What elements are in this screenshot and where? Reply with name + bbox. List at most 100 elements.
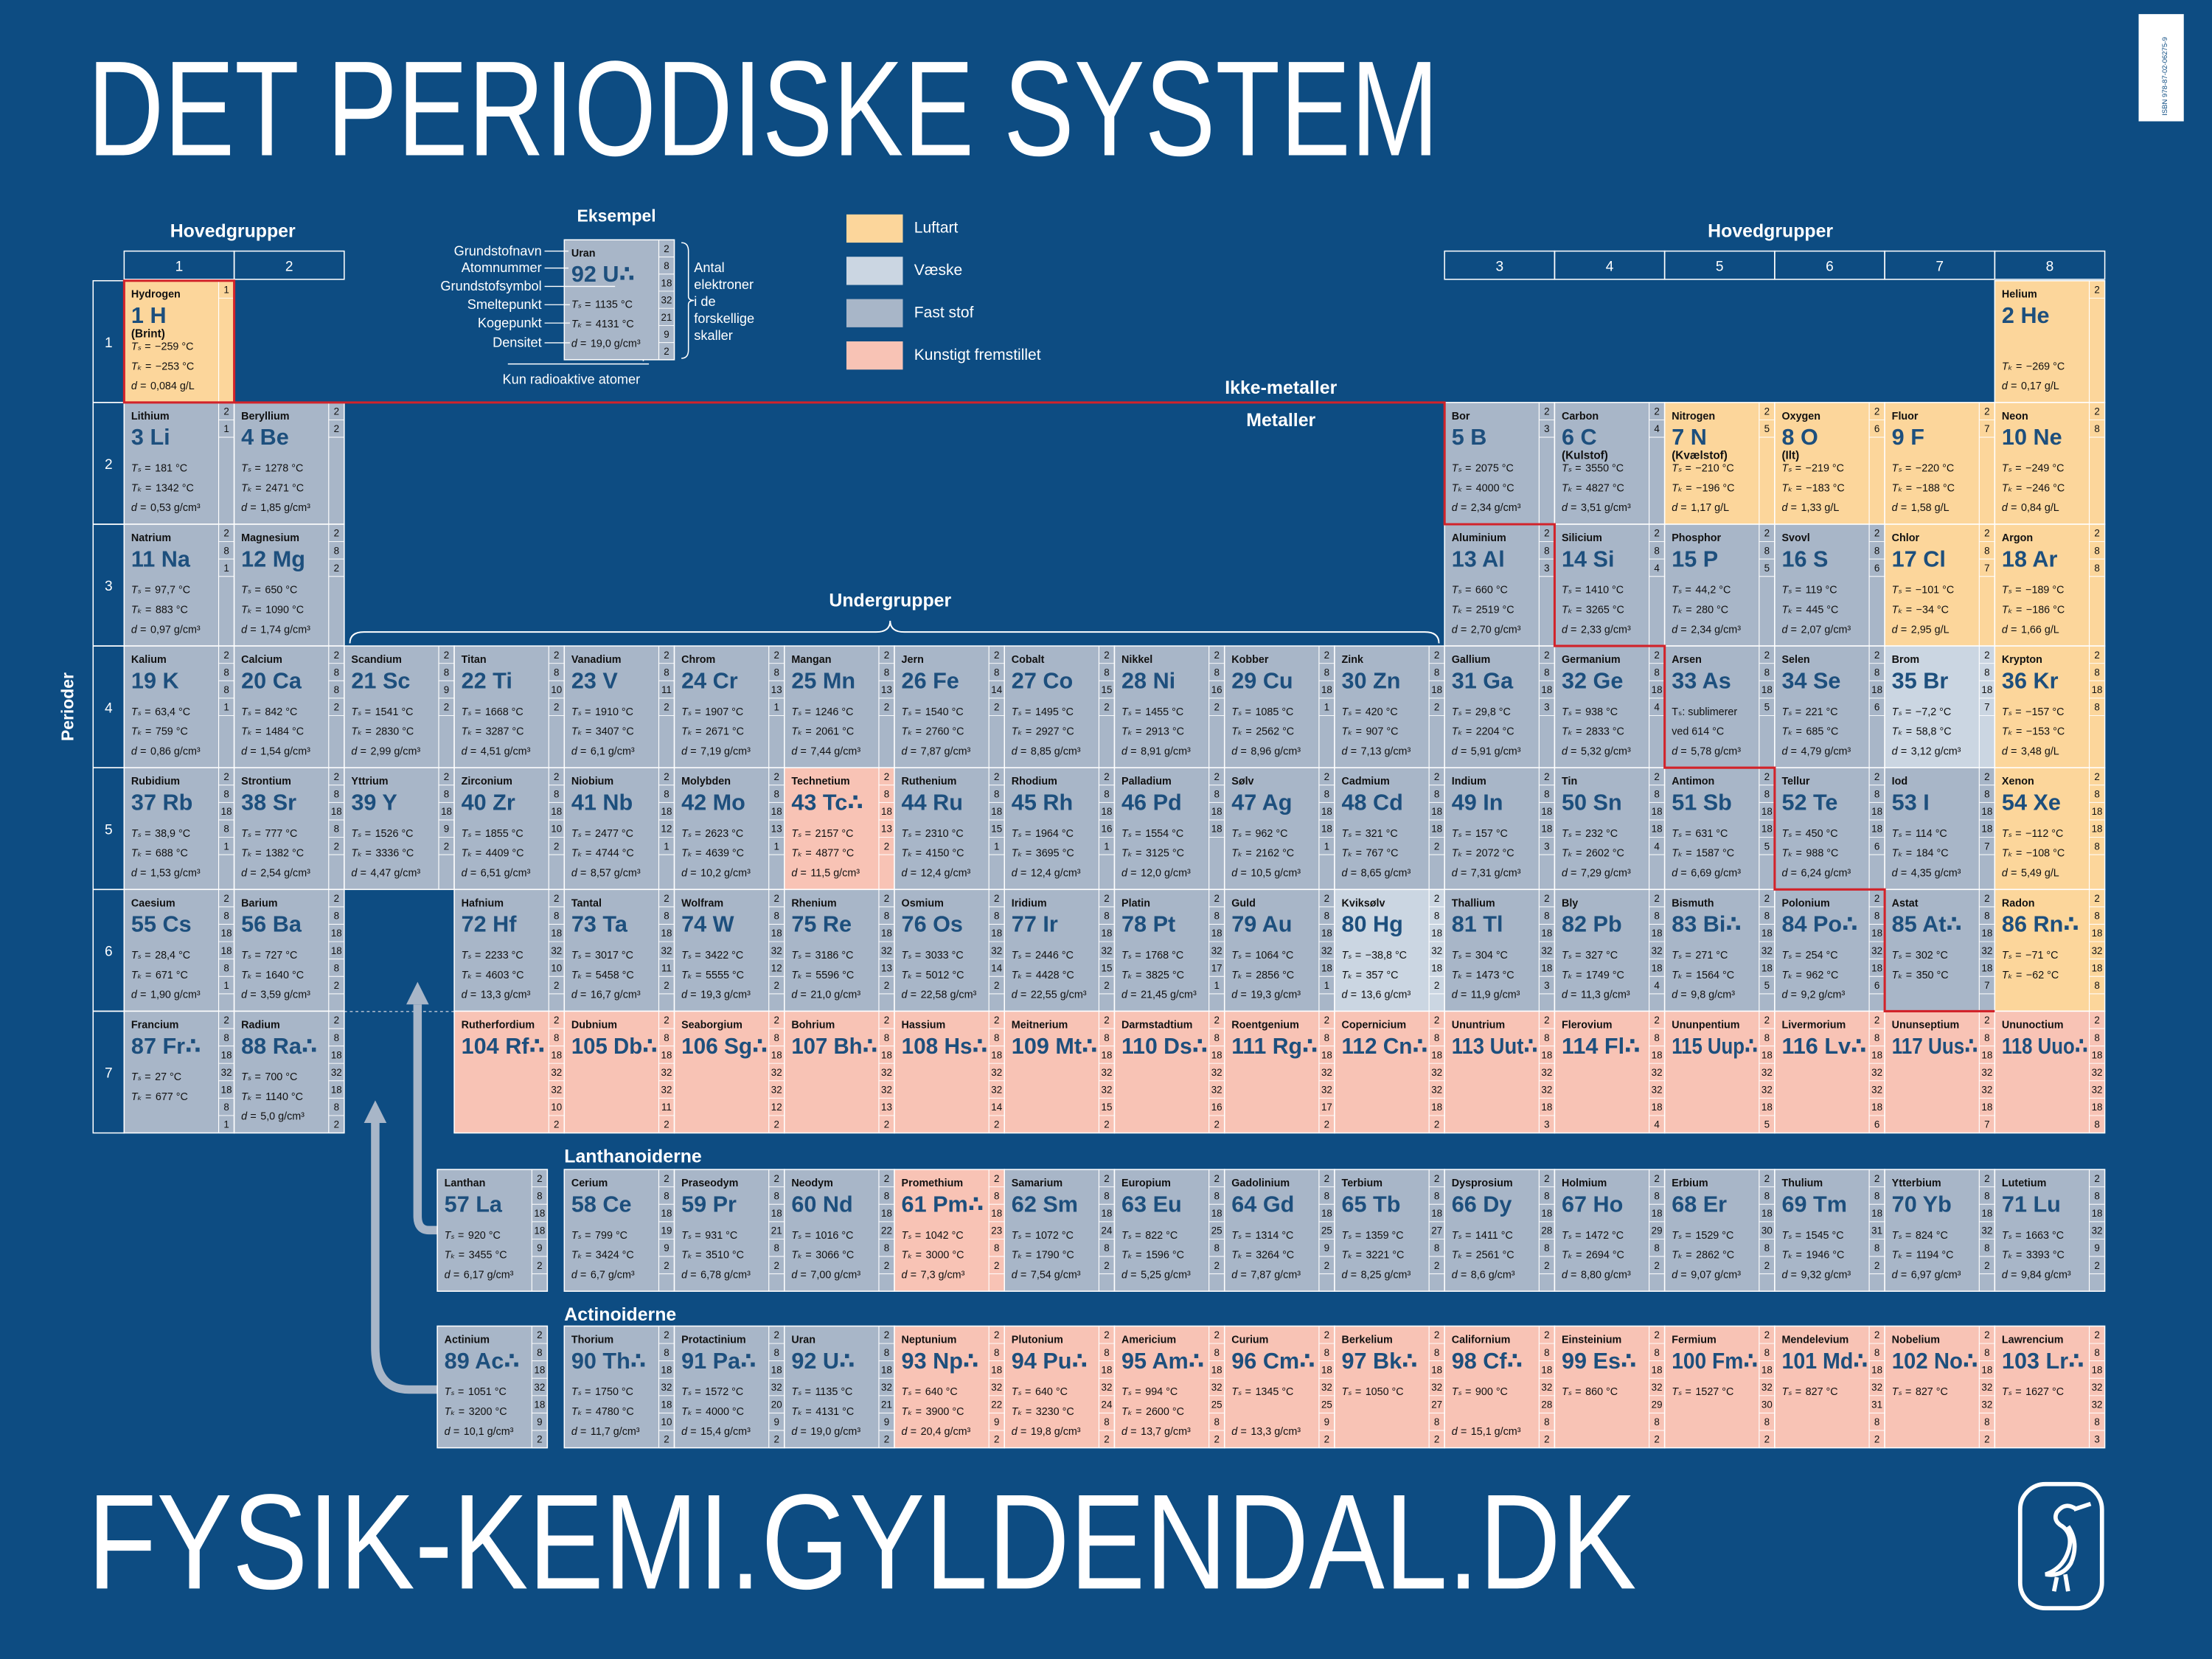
- electron-shell: 8: [2094, 789, 2099, 800]
- property-prefix: d =: [462, 990, 476, 1001]
- electron-shell: 2: [1544, 406, 1549, 417]
- element-name: Uran: [571, 248, 596, 260]
- electron-shell: 8: [1654, 667, 1659, 678]
- element-property: d = 8,80 g/cm³: [1562, 1269, 1631, 1281]
- property-prefix: Tₛ =: [1672, 585, 1691, 597]
- property-value: 1,33 g/L: [1801, 502, 1840, 514]
- electron-shell: 8: [664, 1190, 669, 1201]
- electron-shell: 1: [774, 841, 779, 852]
- property-value: 1382 °C: [265, 848, 304, 860]
- property-prefix: Tₖ =: [571, 970, 591, 981]
- electron-shell: 10: [551, 684, 562, 695]
- cell-background: [1774, 888, 1885, 1012]
- property-prefix: Tₛ =: [1342, 706, 1361, 718]
- electron-shell: 18: [1431, 684, 1442, 695]
- electron-shell: 2: [994, 1434, 999, 1445]
- property-value: 1135 °C: [595, 299, 633, 311]
- electron-shell: 8: [334, 545, 339, 556]
- sub-groups-brace: [349, 620, 1440, 644]
- electron-shell: 2: [2094, 1015, 2099, 1026]
- example-part-label: Densitet: [493, 335, 542, 350]
- element-property: Tₛ = 97,7 °C: [131, 585, 190, 597]
- electron-shell: 32: [771, 1085, 782, 1096]
- element-name: Gadolinium: [1231, 1178, 1290, 1189]
- element-property: Tₛ = 2233 °C: [462, 950, 524, 961]
- element-property: Tₛ = 114 °C: [1892, 828, 1947, 840]
- element-symbol: 70 Yb: [1892, 1192, 1952, 1217]
- property-value: 19,0 g/cm³: [591, 338, 641, 349]
- element-property: Tₛ = 1545 °C: [1781, 1230, 1843, 1242]
- electron-shell: 32: [2092, 1085, 2103, 1096]
- element-property: Tₖ = 3221 °C: [1342, 1250, 1405, 1262]
- electron-shell: 18: [1211, 824, 1222, 835]
- property-prefix: d =: [131, 868, 146, 880]
- electron-shell: 7: [1984, 980, 1989, 991]
- element-symbol: 2 He: [2002, 303, 2050, 328]
- element-property: Tₛ = 994 °C: [1121, 1386, 1178, 1398]
- property-value: 1064 °C: [1255, 950, 1293, 961]
- electron-shell: 8: [1874, 911, 1879, 922]
- element-symbol: 110 Ds∴: [1121, 1034, 1208, 1059]
- electron-shell: 18: [1541, 806, 1552, 817]
- element-common-name: (Brint): [131, 327, 165, 340]
- element-name: Tin: [1562, 776, 1577, 787]
- property-prefix: Tₖ =: [241, 482, 261, 494]
- electron-shell: 8: [223, 824, 229, 835]
- element-symbol: 36 Kr: [2002, 668, 2059, 693]
- electron-shell: 2: [1324, 650, 1329, 661]
- electron-shell: 2: [444, 650, 449, 661]
- example-shells-note: skaller: [694, 328, 732, 343]
- element-name: Platin: [1121, 897, 1150, 909]
- electron-shell: 9: [444, 824, 449, 835]
- cell-background: [894, 1169, 1006, 1292]
- property-value: 114 °C: [1916, 828, 1947, 840]
- property-prefix: Tₛ =: [1892, 463, 1911, 475]
- element-symbol: 114 Fl∴: [1562, 1034, 1640, 1059]
- property-prefix: d =: [241, 502, 256, 514]
- property-prefix: Tₛ =: [571, 706, 591, 718]
- electron-shell: 2: [1984, 528, 1989, 539]
- property-value: 6,97 g/cm³: [1911, 1269, 1961, 1281]
- element-property: Tₖ = 2061 °C: [791, 726, 854, 738]
- property-prefix: Tₛ =: [445, 1230, 464, 1242]
- property-prefix: Tₖ =: [2002, 482, 2022, 494]
- property-value: 860 °C: [1585, 1386, 1618, 1398]
- property-prefix: Tₛ =: [1672, 950, 1691, 961]
- period-number: 4: [105, 700, 113, 716]
- cell-background: [437, 1169, 549, 1292]
- element-symbol: 107 Bh∴: [791, 1034, 877, 1059]
- property-value: 1016 °C: [815, 1230, 854, 1242]
- element-property: d = 11,7 g/cm³: [571, 1426, 640, 1438]
- element-symbol: 9 F: [1892, 425, 1924, 450]
- electron-shell: 18: [1431, 824, 1442, 835]
- element-property: Tₛ = 1554 °C: [1121, 828, 1183, 840]
- example-brace: [681, 242, 695, 359]
- property-value: 660 °C: [1475, 585, 1508, 597]
- electron-shell: 32: [1321, 1085, 1332, 1096]
- property-value: 1314 °C: [1255, 1230, 1293, 1242]
- property-prefix: Tₖ =: [2002, 726, 2022, 738]
- property-value: 1790 °C: [1036, 1250, 1074, 1262]
- property-prefix: Tₛ =: [1781, 1230, 1801, 1242]
- property-prefix: d =: [1231, 745, 1246, 757]
- property-prefix: Tₖ =: [462, 726, 481, 738]
- element-property: d = 2,33 g/cm³: [1562, 624, 1631, 636]
- property-value: 1,85 g/cm³: [260, 502, 310, 514]
- property-value: 1910 °C: [595, 706, 633, 718]
- element-property: Tₛ = 1529 °C: [1672, 1230, 1733, 1242]
- cell-background: [894, 645, 1006, 768]
- electron-shell: 18: [1981, 928, 1992, 939]
- electron-shell: 8: [1324, 1032, 1329, 1043]
- property-value: 13,3 g/cm³: [481, 990, 531, 1001]
- property-prefix: Tₖ =: [241, 848, 261, 860]
- element-symbol: 7 N: [1672, 425, 1707, 450]
- element-note: ved 614 °C: [1672, 726, 1724, 738]
- property-value: 3825 °C: [1146, 970, 1184, 981]
- electron-shell: 18: [534, 1208, 545, 1219]
- electron-shell: 8: [223, 684, 229, 695]
- cell-background: [563, 1010, 675, 1134]
- electron-shell: 15: [1102, 684, 1113, 695]
